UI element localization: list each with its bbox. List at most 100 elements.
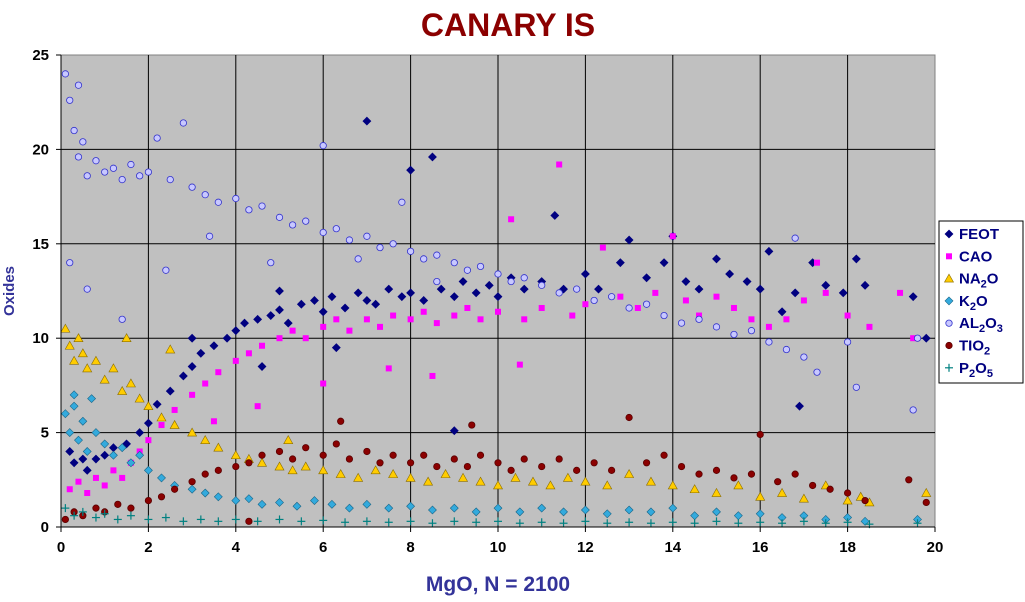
series-tio2 (61, 413, 930, 525)
data-point (257, 457, 268, 467)
x-tick-label: 14 (664, 539, 681, 556)
data-point (158, 422, 165, 429)
data-point (852, 383, 860, 391)
data-point (590, 296, 598, 305)
data-point (157, 493, 166, 501)
y-tick-label: 20 (32, 141, 49, 158)
data-point (376, 243, 384, 252)
y-tick-label: 25 (32, 47, 49, 64)
data-point (791, 470, 799, 478)
data-point (472, 518, 481, 527)
data-point (821, 280, 831, 290)
data-point (774, 478, 782, 486)
data-point (165, 344, 176, 354)
data-point (826, 485, 834, 493)
data-point (747, 470, 756, 478)
data-point (136, 172, 144, 180)
data-point (341, 518, 350, 527)
data-point (559, 507, 568, 517)
series-na2o (60, 323, 932, 507)
data-point (458, 277, 468, 286)
data-point (420, 451, 428, 459)
data-point (603, 519, 612, 528)
data-point (283, 318, 293, 328)
data-point (550, 211, 560, 220)
data-point (118, 176, 126, 184)
data-point (152, 399, 162, 409)
data-point (449, 292, 459, 302)
data-point (345, 455, 354, 463)
data-point (696, 312, 703, 319)
data-point (283, 435, 294, 444)
data-point (734, 519, 743, 528)
data-point (838, 288, 848, 298)
data-point (99, 374, 110, 384)
data-point (274, 461, 285, 471)
data-point (652, 289, 659, 296)
data-point (795, 401, 804, 411)
data-point (296, 299, 306, 309)
data-point (114, 500, 122, 508)
data-point (594, 284, 603, 294)
data-point (537, 518, 546, 527)
chart-title: CANARY IS (421, 7, 595, 43)
data-point (135, 450, 145, 460)
data-point (510, 472, 521, 482)
data-point (384, 284, 394, 294)
data-point (429, 372, 436, 379)
data-point (161, 513, 170, 522)
data-point (292, 501, 302, 511)
data-point (109, 450, 118, 460)
data-point (70, 511, 79, 520)
data-point (428, 505, 437, 515)
data-point (624, 235, 634, 245)
x-axis-label: MgO, N = 2100 (426, 573, 570, 596)
data-point (477, 316, 484, 323)
data-point (682, 297, 689, 304)
data-point (538, 281, 546, 289)
data-point (783, 316, 790, 323)
data-point (384, 503, 394, 513)
data-point (608, 293, 616, 301)
data-point (690, 519, 699, 528)
data-point (66, 96, 74, 104)
data-point (377, 323, 384, 330)
series-cao (66, 161, 917, 497)
data-point (642, 300, 651, 308)
data-point (407, 316, 414, 323)
legend-marker (943, 273, 955, 283)
legend-label: NA2O (959, 271, 999, 291)
data-point (276, 335, 283, 342)
data-point (109, 164, 118, 172)
data-point (287, 465, 298, 475)
data-point (646, 519, 655, 528)
data-point (742, 277, 752, 286)
data-point (83, 172, 91, 180)
data-point (713, 293, 720, 300)
data-point (253, 314, 263, 324)
data-point (118, 315, 126, 323)
data-point (157, 473, 166, 483)
data-point (245, 517, 253, 525)
data-point (327, 292, 337, 302)
data-point (725, 269, 735, 279)
data-point (78, 507, 87, 516)
data-point (61, 504, 70, 513)
x-axis-ticks: 0 2 4 6 8 10 12 14 16 18 20 (57, 526, 943, 556)
legend-marker (946, 253, 952, 260)
legend-marker (945, 341, 953, 350)
data-point (143, 401, 154, 410)
data-point (642, 273, 652, 283)
data-point (909, 406, 917, 414)
data-point (363, 316, 370, 323)
data-point (90, 355, 101, 365)
data-point (440, 469, 451, 478)
x-tick-label: 4 (232, 539, 241, 556)
data-point (231, 515, 240, 524)
data-point (476, 262, 485, 271)
data-point (712, 254, 721, 264)
data-point (677, 462, 686, 471)
data-point (556, 161, 563, 168)
data-point (527, 476, 538, 486)
data-point (275, 498, 284, 507)
